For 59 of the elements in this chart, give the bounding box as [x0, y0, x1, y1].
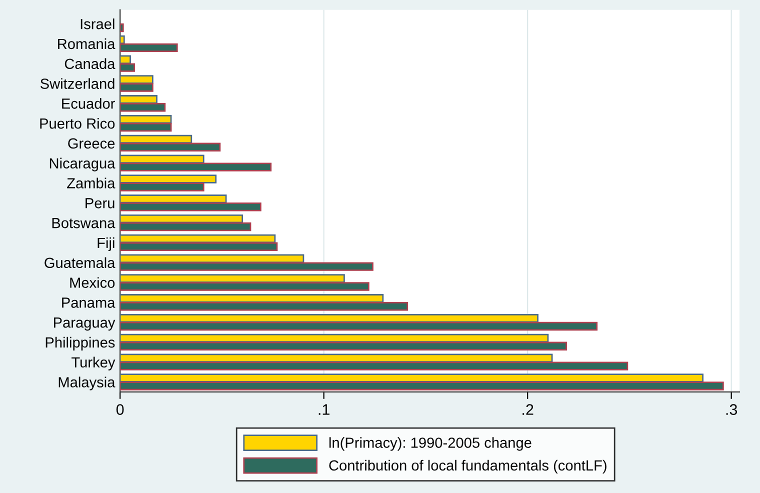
bar: [120, 274, 345, 283]
bar: [120, 262, 374, 271]
bar: [120, 142, 221, 152]
legend-label: Contribution of local fundamentals (contLF): [329, 460, 606, 474]
y-tick-label: Greece: [68, 138, 115, 149]
bar: [120, 182, 204, 192]
y-tick-label: Mexico: [70, 277, 115, 288]
bar: [120, 23, 124, 32]
x-tick-label: .3: [726, 404, 738, 415]
legend-label: ln(Primacy): 1990-2005 change: [329, 437, 532, 451]
bar: [120, 314, 538, 323]
bar: [120, 234, 276, 244]
bar: [120, 242, 278, 252]
bar: [120, 282, 370, 291]
bar: [120, 214, 244, 224]
y-tick-label: Turkey: [72, 356, 116, 370]
bar: [120, 43, 178, 52]
bar: [120, 294, 384, 303]
bar: [120, 35, 125, 44]
bar: [120, 382, 724, 390]
y-tick-label: Zambia: [67, 178, 116, 188]
bar: [120, 334, 549, 343]
y-tick-label: Philippines: [46, 336, 115, 350]
y-tick-label: Ecuador: [62, 98, 115, 109]
y-tick-label: Botswana: [52, 218, 116, 228]
y-tick-label: Canada: [64, 58, 116, 70]
x-tick-label: .1: [318, 404, 330, 415]
bar: [120, 362, 628, 370]
y-tick-label: Paraguay: [54, 318, 116, 331]
bar: [120, 114, 172, 124]
bar: [120, 354, 553, 362]
bar: [120, 302, 408, 311]
y-tick-label: Nicaragua: [50, 158, 116, 172]
y-tick-label: Romania: [58, 38, 116, 50]
bar: [120, 122, 172, 132]
y-tick-label: Israel: [80, 18, 114, 30]
bar: [120, 95, 158, 104]
y-tick-label: Puerto Rico: [40, 118, 115, 129]
bar: [120, 63, 136, 72]
bar: [120, 202, 262, 212]
x-tick-label: .2: [522, 404, 534, 415]
bar: [120, 222, 252, 232]
y-tick-label: Malaysia: [58, 376, 116, 390]
y-tick-label: Peru: [86, 198, 114, 208]
y-tick-label: Guatemala: [44, 257, 116, 268]
y-tick-label: Fiji: [98, 237, 114, 251]
y-tick-label: Panama: [62, 298, 116, 308]
bar: [120, 342, 567, 351]
bar: [120, 75, 154, 84]
bar: [120, 103, 166, 112]
bar: [120, 174, 217, 184]
bar: [120, 194, 227, 204]
bar: [120, 162, 272, 172]
x-tick-label: 0: [116, 404, 124, 415]
bar: [120, 83, 154, 92]
y-tick-label: Switzerland: [40, 78, 114, 89]
bar: [120, 134, 192, 144]
bar: [120, 374, 704, 382]
bar: [120, 322, 598, 331]
